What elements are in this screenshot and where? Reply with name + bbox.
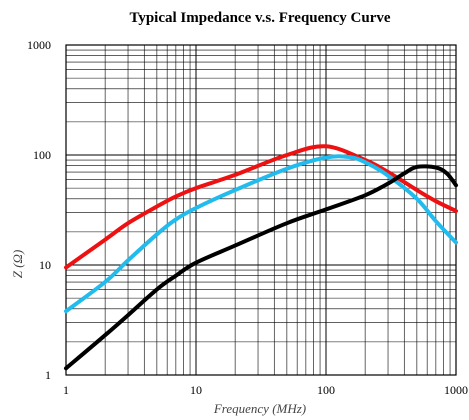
x-tick-label: 1 <box>63 383 69 397</box>
y-tick-label: 10 <box>39 258 51 272</box>
x-tick-label: 100 <box>317 383 335 397</box>
y-tick-label: 1 <box>45 368 51 382</box>
y-tick-label: 1000 <box>27 38 51 52</box>
x-tick-label: 10 <box>190 383 202 397</box>
series-group <box>64 144 458 371</box>
series-line-1 <box>64 144 458 270</box>
x-tick-label: 1000 <box>444 383 468 397</box>
x-axis-label: Frequency (MHz) <box>213 401 306 416</box>
grid <box>65 44 457 376</box>
chart-title: Typical Impedance v.s. Frequency Curve <box>129 10 390 26</box>
y-axis-label: Z (Ω) <box>10 250 25 279</box>
y-tick-label: 100 <box>33 148 51 162</box>
y-tick-labels: 1 10 100 1000 <box>27 38 51 382</box>
x-tick-labels: 1 10 100 1000 <box>63 383 468 397</box>
series-line-2 <box>64 154 458 314</box>
plot-frame <box>65 44 457 376</box>
series-line-3 <box>64 164 458 371</box>
